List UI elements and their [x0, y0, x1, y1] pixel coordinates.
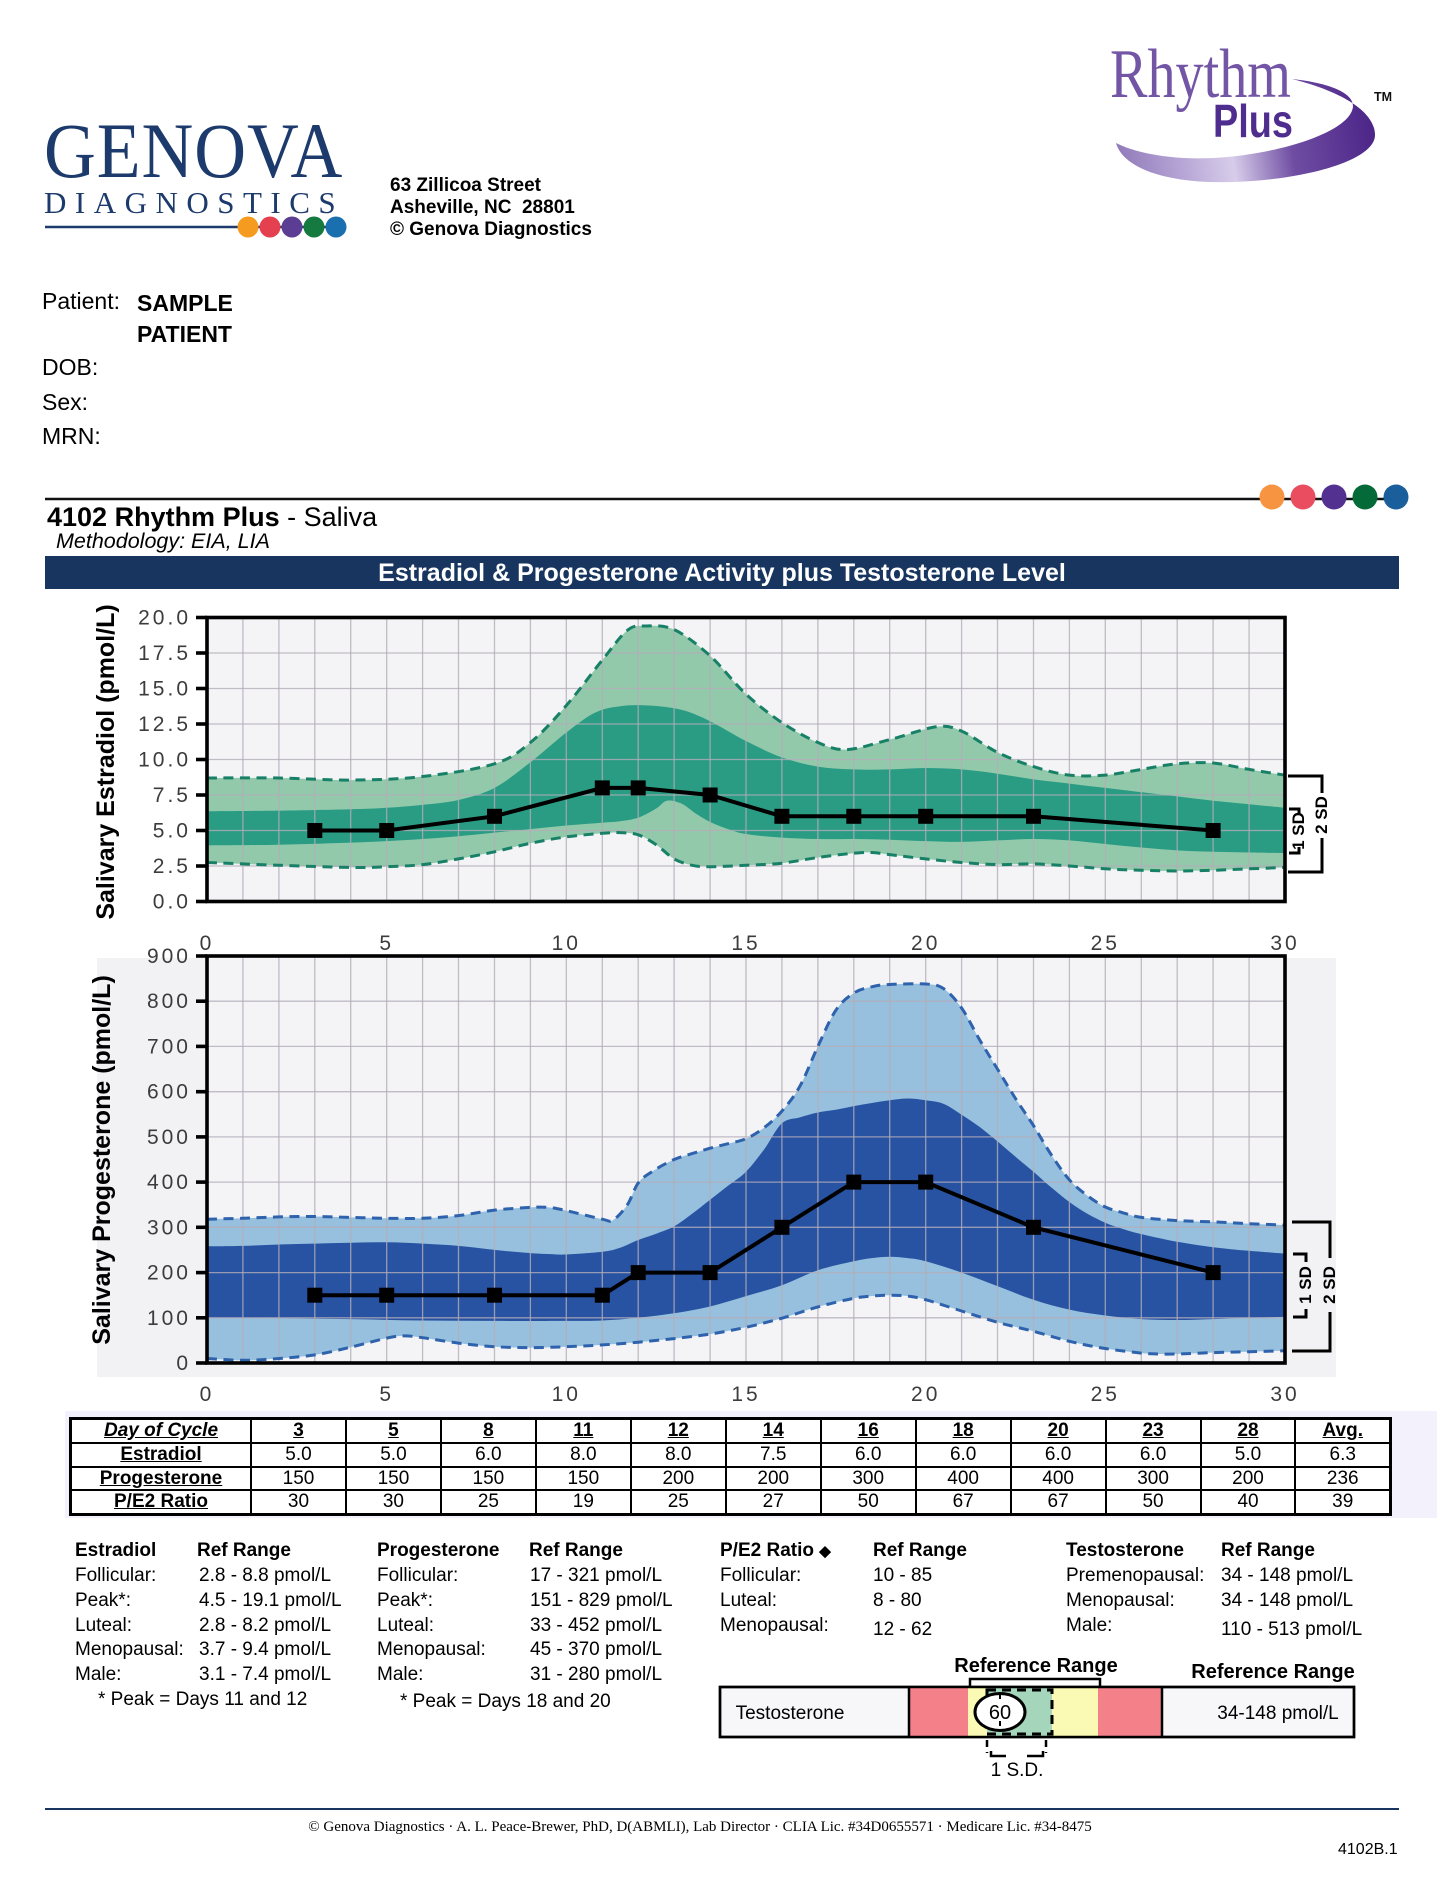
svg-text:30: 30	[1270, 1383, 1299, 1406]
svg-text:300: 300	[147, 1216, 191, 1239]
svg-text:25: 25	[1091, 1383, 1120, 1406]
svg-text:100: 100	[147, 1307, 191, 1330]
svg-text:Salivary Progesterone (pmol/L): Salivary Progesterone (pmol/L)	[88, 975, 116, 1345]
svg-text:12.5: 12.5	[138, 713, 191, 736]
svg-text:Plus: Plus	[1213, 95, 1293, 147]
svg-text:2 SD: 2 SD	[1312, 796, 1331, 834]
svg-text:TM: TM	[1374, 90, 1392, 104]
svg-text:700: 700	[147, 1035, 191, 1058]
svg-text:1 S.D.: 1 S.D.	[991, 1760, 1044, 1781]
svg-text:2.5: 2.5	[153, 855, 191, 878]
svg-text:0: 0	[200, 1383, 215, 1406]
svg-text:15: 15	[731, 1383, 760, 1406]
svg-text:60: 60	[989, 1702, 1011, 1724]
svg-text:7.5: 7.5	[153, 784, 191, 807]
svg-text:0: 0	[200, 932, 215, 955]
svg-text:20.0: 20.0	[138, 607, 191, 630]
svg-text:15: 15	[731, 932, 760, 955]
svg-text:10.0: 10.0	[138, 749, 191, 772]
svg-text:Salivary Estradiol (pmol/L): Salivary Estradiol (pmol/L)	[92, 604, 120, 919]
svg-text:34-148 pmol/L: 34-148 pmol/L	[1217, 1703, 1338, 1724]
svg-text:10: 10	[552, 1383, 581, 1406]
svg-text:Rhythm: Rhythm	[1110, 36, 1291, 113]
svg-text:900: 900	[147, 945, 191, 968]
svg-text:Reference Range: Reference Range	[1191, 1661, 1354, 1683]
svg-text:1 SD: 1 SD	[1296, 1266, 1315, 1304]
svg-text:25: 25	[1091, 932, 1120, 955]
svg-text:500: 500	[147, 1126, 191, 1149]
svg-text:15.0: 15.0	[138, 678, 191, 701]
svg-text:30: 30	[1270, 932, 1299, 955]
svg-text:Testosterone: Testosterone	[736, 1703, 845, 1724]
svg-text:0: 0	[176, 1352, 191, 1375]
svg-text:5.0: 5.0	[153, 820, 191, 843]
svg-text:5: 5	[379, 1383, 394, 1406]
svg-text:5: 5	[379, 932, 394, 955]
svg-text:600: 600	[147, 1081, 191, 1104]
svg-text:0.0: 0.0	[153, 891, 191, 914]
svg-text:20: 20	[911, 1383, 940, 1406]
svg-text:400: 400	[147, 1171, 191, 1194]
svg-text:17.5: 17.5	[138, 642, 191, 665]
svg-text:20: 20	[911, 932, 940, 955]
svg-text:10: 10	[552, 932, 581, 955]
svg-text:200: 200	[147, 1262, 191, 1285]
svg-text:Reference Range: Reference Range	[954, 1655, 1117, 1677]
svg-text:1 SD: 1 SD	[1289, 812, 1308, 850]
svg-text:800: 800	[147, 990, 191, 1013]
svg-text:2 SD: 2 SD	[1320, 1266, 1339, 1304]
